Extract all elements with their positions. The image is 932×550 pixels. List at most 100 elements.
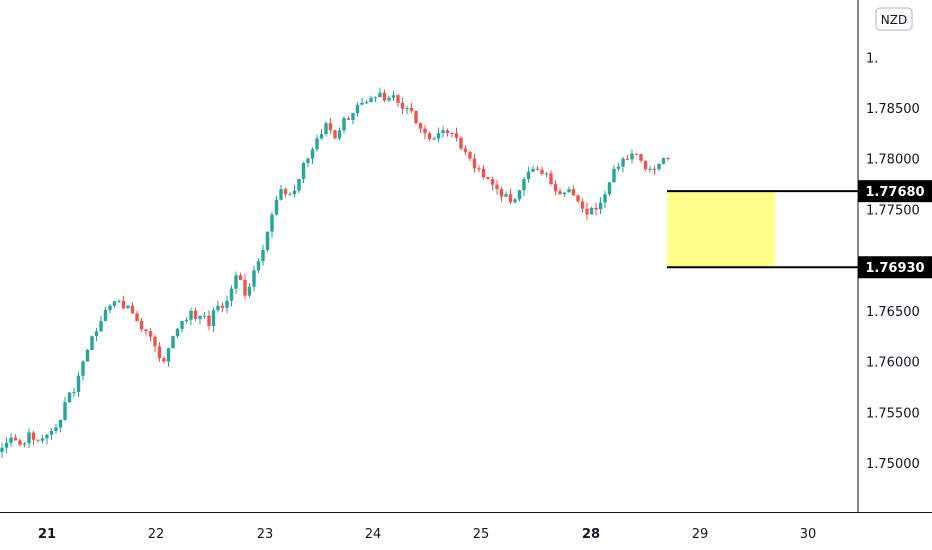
candle-body	[355, 104, 360, 114]
candle-body	[535, 168, 540, 170]
candle-body	[652, 168, 657, 170]
candle-body	[378, 92, 382, 98]
candle-body	[630, 153, 634, 160]
candle-body	[472, 158, 477, 169]
candle-body	[450, 133, 454, 135]
candle-body	[153, 336, 157, 347]
candle-body	[436, 133, 441, 139]
price-tick-label: 1.75000	[866, 457, 920, 472]
candle-body	[328, 123, 333, 131]
candle-body	[220, 305, 225, 308]
candle-body	[49, 430, 54, 435]
candle-body	[508, 194, 513, 203]
candle-body	[571, 189, 576, 196]
candle-body	[495, 184, 499, 190]
candle-body	[193, 310, 198, 319]
candle-body	[454, 133, 459, 138]
candle-body	[27, 432, 31, 444]
candle-body	[427, 133, 432, 140]
candle-body	[40, 438, 45, 441]
candle-body	[513, 199, 517, 203]
candle-body	[387, 97, 391, 101]
candle-body	[94, 331, 99, 337]
candle-body	[279, 189, 283, 200]
candle-body	[22, 443, 27, 445]
candle-body	[315, 138, 319, 150]
time-tick-label: 23	[257, 527, 274, 542]
candle-body	[9, 437, 13, 443]
candle-body	[616, 166, 621, 169]
candle-body	[432, 138, 436, 140]
price-tick-label: 1.76500	[866, 305, 920, 320]
candle-body	[364, 102, 369, 104]
candle-body	[639, 154, 643, 161]
candle-body	[211, 310, 216, 327]
candle-body	[324, 123, 328, 135]
candle-body	[198, 315, 202, 319]
candle-body	[180, 321, 184, 329]
candle-body	[121, 300, 126, 309]
candle-body	[499, 189, 504, 197]
candle-body	[126, 305, 130, 309]
candle-body	[648, 168, 652, 170]
candle-body	[297, 179, 301, 191]
candle-body	[391, 95, 396, 98]
candle-body	[445, 130, 450, 134]
candle-body	[580, 201, 585, 209]
candle-body	[157, 346, 162, 359]
candle-body	[382, 92, 387, 101]
candle-body	[468, 151, 472, 159]
candle-body	[130, 305, 135, 314]
candle-body	[256, 261, 261, 271]
candle-body	[234, 275, 238, 289]
price-tick-label: 1.75500	[866, 406, 920, 421]
zone-upper-price-tag: 1.77680	[865, 185, 924, 200]
candle-body	[643, 160, 648, 170]
candle-body	[540, 169, 544, 174]
candle-body	[414, 110, 418, 124]
target-zone	[667, 190, 860, 269]
candle-body	[504, 194, 508, 197]
candle-body	[72, 392, 76, 393]
candle-body	[576, 195, 580, 202]
candle-body	[477, 168, 481, 170]
candle-body	[544, 173, 549, 175]
zone-upper-price-tag-box	[858, 180, 932, 203]
candle-body	[612, 168, 616, 183]
candle-body	[360, 102, 364, 105]
candle-body	[243, 279, 247, 296]
candle-body	[175, 328, 180, 337]
time-axis-labels: 21 22 23 24 25 28 29 30	[38, 527, 816, 542]
candle-body	[418, 123, 423, 129]
candle-body	[319, 134, 324, 139]
candle-body	[103, 309, 108, 321]
candle-body	[202, 315, 207, 317]
candle-body	[373, 97, 378, 99]
candle-body	[621, 158, 625, 167]
candle-body	[148, 331, 153, 337]
candle-body	[238, 275, 243, 280]
candle-body	[423, 128, 427, 134]
candle-body	[441, 130, 445, 134]
candle-body	[463, 148, 468, 152]
time-tick-label: 24	[365, 527, 382, 542]
candle-body	[481, 168, 486, 178]
candle-body	[112, 301, 117, 306]
candle-body	[585, 208, 589, 215]
currency-badge[interactable]: NZD	[875, 7, 913, 31]
zone-fill	[667, 191, 775, 268]
price-tick-label-top: 1.	[866, 51, 878, 66]
candle-body	[18, 440, 22, 445]
candle-body	[661, 158, 666, 164]
candle-body	[99, 321, 103, 332]
candle-body	[31, 432, 36, 440]
candle-body	[369, 97, 373, 103]
price-tick-label: 1.78500	[866, 102, 920, 117]
candle-body	[553, 184, 558, 192]
candle-body	[306, 158, 310, 163]
candle-body	[657, 163, 661, 170]
candle-body	[337, 130, 342, 139]
candle-body	[396, 95, 400, 103]
candle-body	[265, 231, 270, 250]
